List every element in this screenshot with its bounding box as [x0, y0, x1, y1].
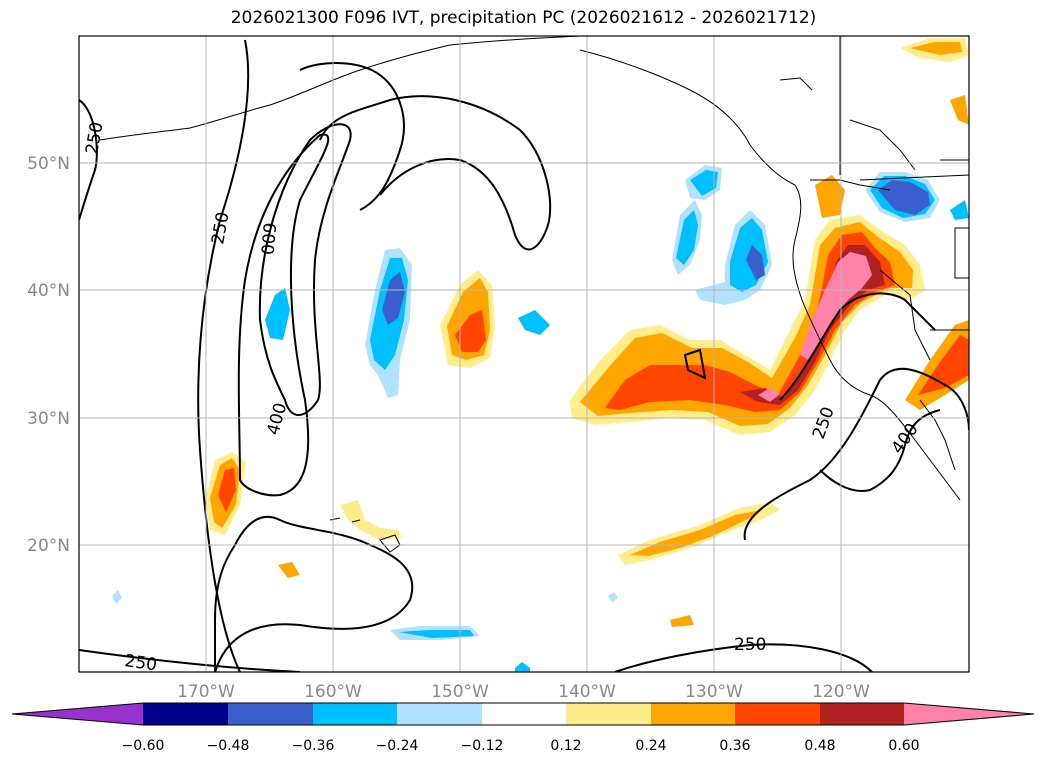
- coastlines: [99, 36, 969, 553]
- lon-tick-label: 160°W: [304, 682, 362, 702]
- lat-tick-label: 40°N: [27, 281, 70, 301]
- colorbar-outline: [11, 702, 1035, 726]
- colorbar-segment: [566, 703, 651, 725]
- colorbar-segment: [397, 703, 482, 725]
- colorbar-tick-label: −0.24: [376, 738, 419, 754]
- colorbar-tick-label: 0.24: [635, 738, 666, 754]
- map-plot-area: [79, 36, 969, 672]
- colorbar-segment: [313, 703, 397, 725]
- lon-tick-label: 140°W: [558, 682, 616, 702]
- colorbar-tick-label: −0.48: [207, 738, 250, 754]
- map-gridlines: [79, 36, 969, 672]
- colorbar-tick-label: −0.12: [461, 738, 504, 754]
- colorbar-extend-low: [12, 703, 143, 725]
- lon-tick-labels: 170°W 160°W 150°W 140°W 130°W 120°W: [177, 682, 870, 702]
- lon-tick-label: 150°W: [431, 682, 489, 702]
- contour-label: 250: [734, 635, 766, 655]
- colorbar-segment: [143, 703, 228, 725]
- colorbar-segment: [482, 703, 566, 725]
- contour-label: 250: [123, 651, 158, 675]
- contour-label: 600: [256, 222, 279, 256]
- map-frame: [78, 35, 970, 673]
- lat-tick-label: 50°N: [27, 154, 70, 174]
- colorbar-tick-label: 0.12: [550, 738, 581, 754]
- lon-tick-label: 130°W: [685, 682, 743, 702]
- colorbar-tick-label: 0.36: [719, 738, 750, 754]
- plot-title: 2026021300 F096 IVT, precipitation PC (2…: [230, 8, 817, 28]
- colorbar-tick-labels: −0.60 −0.48 −0.36 −0.24 −0.12 0.12 0.24 …: [122, 738, 920, 754]
- colorbar-tick-label: 0.60: [888, 738, 919, 754]
- colorbar-tick-label: −0.60: [122, 738, 165, 754]
- colorbar-segment: [820, 703, 904, 725]
- lat-tick-label: 30°N: [27, 409, 70, 429]
- colorbar-segment: [735, 703, 820, 725]
- lat-tick-labels: 20°N 30°N 40°N 50°N: [27, 154, 70, 556]
- lon-tick-label: 120°W: [812, 682, 870, 702]
- precip-negative-shading: [112, 165, 969, 672]
- colorbar-tick-label: 0.48: [804, 738, 835, 754]
- lon-tick-label: 170°W: [177, 682, 235, 702]
- colorbar-segment: [651, 703, 735, 725]
- colorbar: −0.60 −0.48 −0.36 −0.24 −0.12 0.12 0.24 …: [11, 702, 1035, 754]
- colorbar-tick-label: −0.36: [292, 738, 335, 754]
- colorbar-segment: [228, 703, 313, 725]
- precip-positive-shading: [205, 38, 969, 627]
- lat-tick-label: 20°N: [27, 536, 70, 556]
- colorbar-extend-high: [904, 703, 1034, 725]
